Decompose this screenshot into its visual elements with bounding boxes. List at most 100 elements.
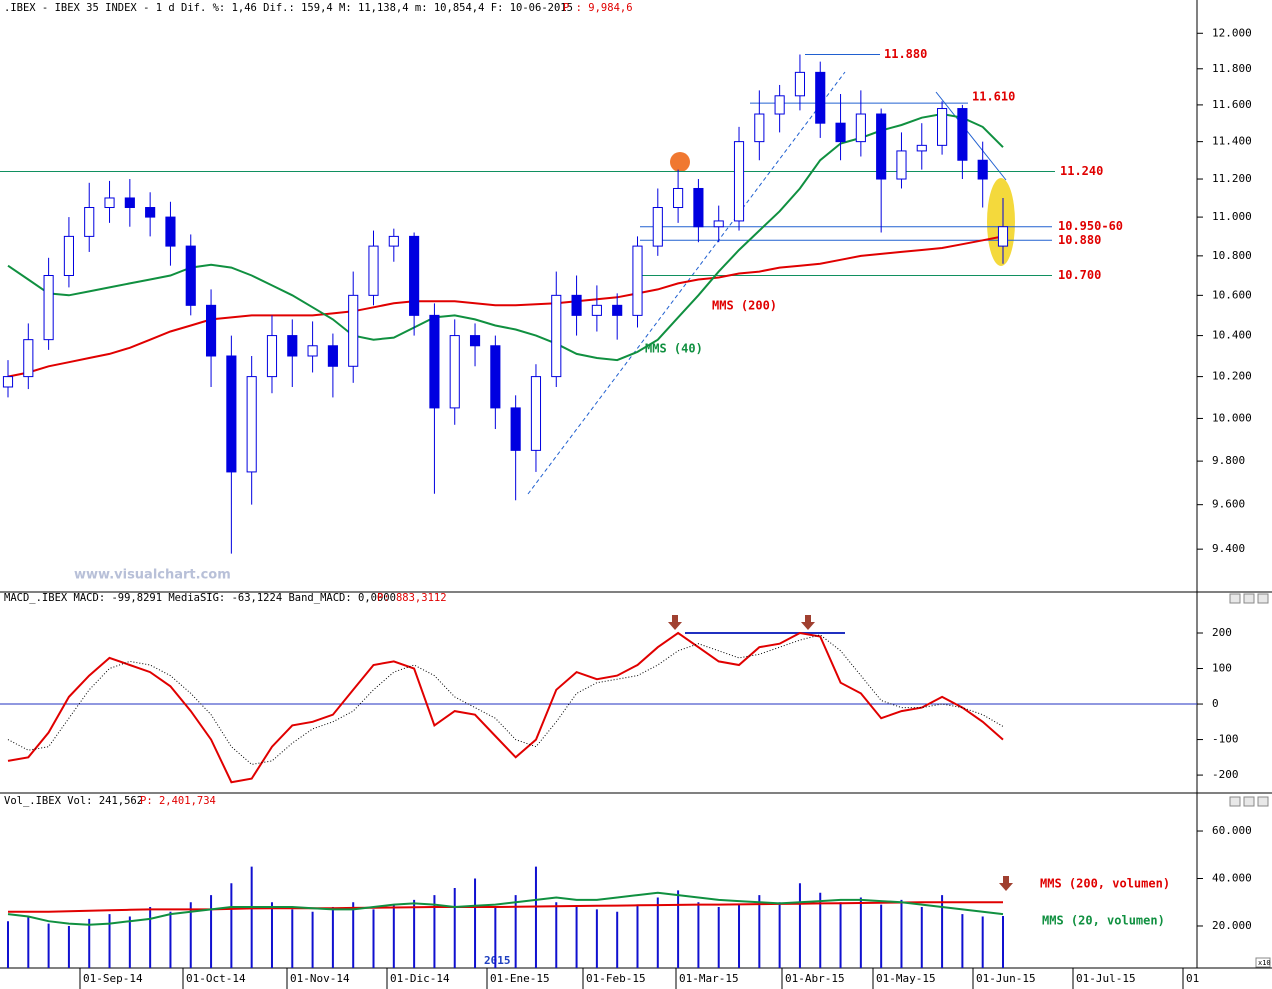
candle-body xyxy=(205,304,217,357)
y-tick-label: 100 xyxy=(1212,662,1232,675)
x-tick-label: 01-Abr-15 xyxy=(785,972,845,985)
price-header-p: P : 9,984,6 xyxy=(563,2,633,14)
moving-average xyxy=(7,112,1004,362)
candle-body xyxy=(835,122,846,143)
x-tick-label: 01-Sep-14 xyxy=(83,972,143,985)
volume-bar xyxy=(595,909,598,968)
candle-body xyxy=(145,207,156,218)
volume-bar xyxy=(778,902,781,968)
scale-badge: x10 xyxy=(1258,959,1271,967)
x-tick-label: 01-Ene-15 xyxy=(490,972,550,985)
y-tick-label: 9.800 xyxy=(1212,454,1245,467)
candle-body xyxy=(246,376,257,473)
candle-body xyxy=(490,345,501,409)
level-label: 10.950-60 xyxy=(1058,219,1123,233)
volume-bar xyxy=(413,899,416,968)
candle-body xyxy=(23,339,34,378)
x-tick-label: 01-Feb-15 xyxy=(586,972,646,985)
arrow xyxy=(801,615,815,630)
x-tick-label: 01 xyxy=(1186,972,1199,985)
volume-bar xyxy=(7,921,9,968)
level-label: 11.240 xyxy=(1060,164,1103,178)
candle-body xyxy=(469,335,481,347)
volume-bar xyxy=(494,906,497,968)
volume-bar xyxy=(616,911,619,968)
candle-body xyxy=(530,376,542,451)
volume-bar xyxy=(210,895,213,968)
highlight-ellipse xyxy=(987,178,1015,266)
button[interactable] xyxy=(1243,593,1255,604)
macd-header-p: P: 883,3112 xyxy=(377,592,447,604)
button[interactable] xyxy=(1229,796,1241,807)
candle-body xyxy=(876,113,887,180)
series-label: MMS (200, volumen) xyxy=(1040,877,1170,891)
level-label: 11.880 xyxy=(884,47,927,61)
candle-body xyxy=(43,275,54,341)
candle-body xyxy=(429,314,440,409)
volume-bar xyxy=(47,923,50,968)
volume-bar xyxy=(433,895,436,968)
y-tick-label: 200 xyxy=(1212,626,1232,639)
macd-line xyxy=(7,634,1004,765)
y-tick-label: 11.600 xyxy=(1212,98,1252,111)
candle-body xyxy=(327,345,338,367)
x-tick-label: 01-Jul-15 xyxy=(1076,972,1136,985)
watermark: www.visualchart.com xyxy=(74,568,231,583)
volume-bar xyxy=(311,911,314,968)
x-tick-label: 01-May-15 xyxy=(876,972,936,985)
candle-body xyxy=(612,304,623,316)
x-tick-label: 01-Jun-15 xyxy=(976,972,1036,985)
candle-body xyxy=(896,150,907,180)
volume-bar xyxy=(27,916,30,968)
volume-bar xyxy=(392,904,395,968)
volume-bar xyxy=(189,902,192,968)
volume-bar xyxy=(67,925,70,968)
y-tick-label: 10.000 xyxy=(1212,411,1252,424)
y-tick-label: 11.400 xyxy=(1212,135,1252,148)
volume-bar xyxy=(514,895,517,968)
x-tick-label: 01-Mar-15 xyxy=(679,972,739,985)
y-tick-label: 9.600 xyxy=(1212,498,1245,511)
series-label: MMS (200) xyxy=(712,299,777,313)
candle-body xyxy=(997,226,1009,247)
volume-bar xyxy=(981,916,984,968)
y-tick-label: 40.000 xyxy=(1212,872,1252,885)
candle-body xyxy=(368,245,379,296)
volume-bar xyxy=(474,878,477,968)
candle-body xyxy=(693,187,704,228)
volume-bar xyxy=(941,895,944,968)
candle-body xyxy=(104,197,115,209)
trend-line xyxy=(935,91,1007,181)
volume-bar xyxy=(352,902,355,968)
macd-line xyxy=(7,631,1004,784)
volume-bar xyxy=(230,883,233,968)
candle-body xyxy=(165,216,176,247)
button[interactable] xyxy=(1243,796,1255,807)
volume-bar xyxy=(270,902,273,968)
volume-bar xyxy=(149,906,152,968)
button[interactable] xyxy=(1257,796,1269,807)
volume-bar xyxy=(1002,916,1004,968)
x-tick-label: 01-Dic-14 xyxy=(390,972,450,985)
button[interactable] xyxy=(1229,593,1241,604)
level-label: 10.700 xyxy=(1058,268,1101,282)
candle-body xyxy=(185,245,196,306)
volume-bar xyxy=(453,888,456,968)
volume-bar xyxy=(961,914,964,968)
candle-body xyxy=(84,207,95,237)
volume-bar xyxy=(839,902,842,968)
volume-bar xyxy=(636,904,639,968)
y-tick-label: -200 xyxy=(1212,768,1239,781)
volume-average xyxy=(8,901,1003,913)
candle-body xyxy=(713,220,724,228)
price-header: .IBEX - IBEX 35 INDEX - 1 d Dif. %: 1,46… xyxy=(4,2,573,14)
y-tick-label: 20.000 xyxy=(1212,919,1252,932)
volume-bar xyxy=(900,899,903,968)
candle-body xyxy=(449,335,460,409)
volume-bar xyxy=(697,902,700,968)
candle-body xyxy=(287,335,298,357)
button[interactable] xyxy=(1257,593,1269,604)
window-buttons[interactable] xyxy=(1229,593,1269,807)
candle-body xyxy=(307,345,318,357)
